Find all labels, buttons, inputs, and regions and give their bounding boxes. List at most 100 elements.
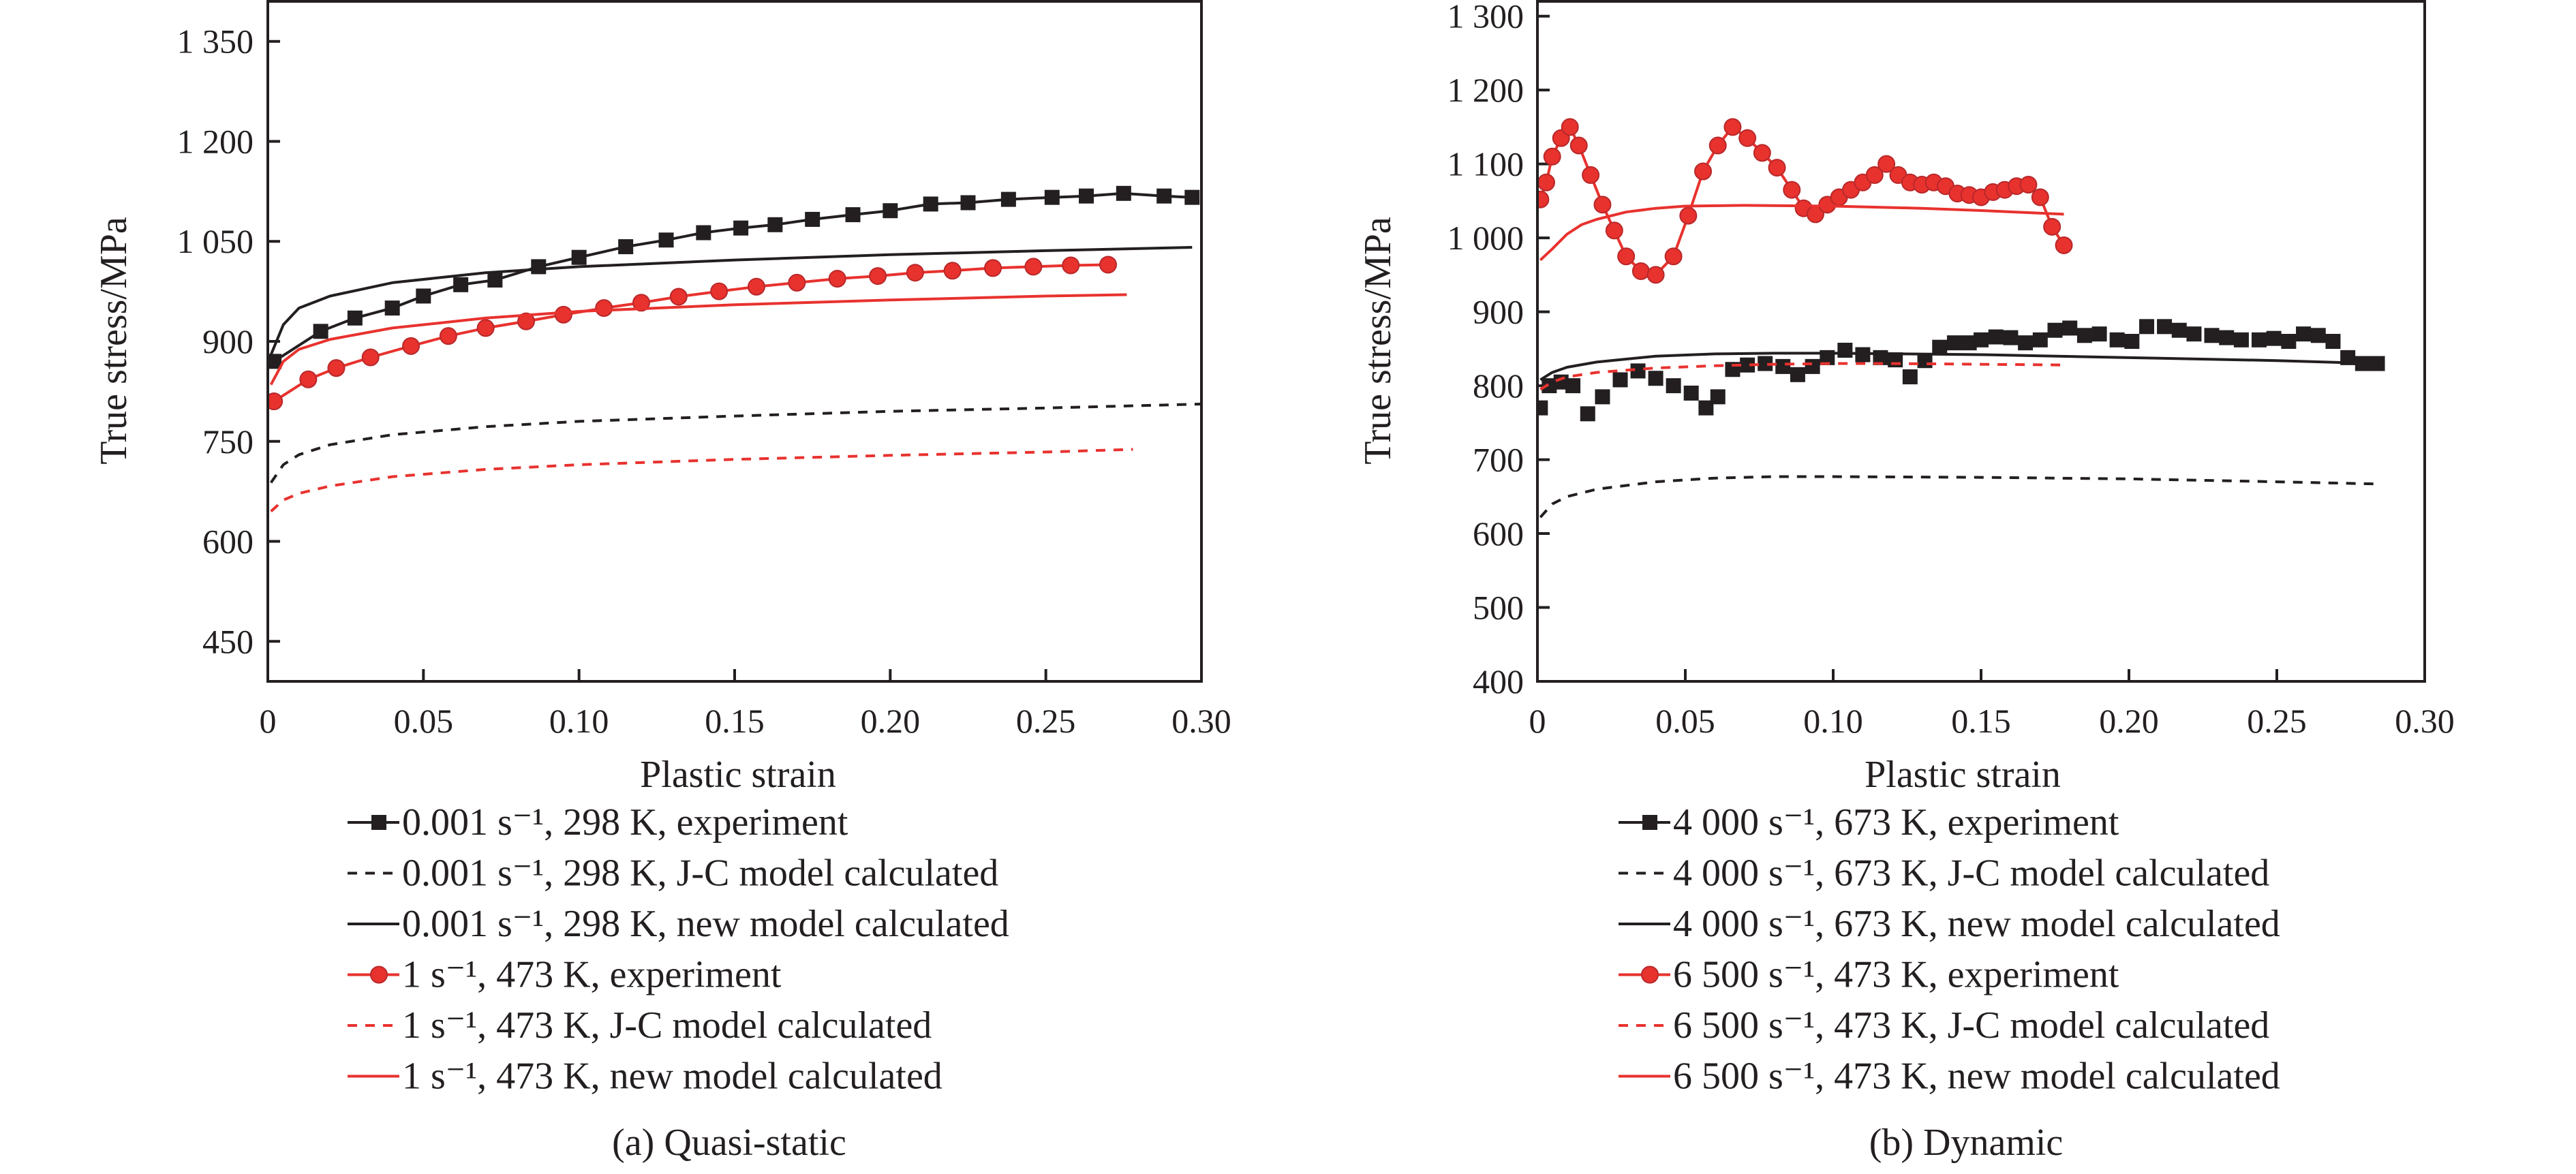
series-line xyxy=(1539,362,2064,391)
data-point xyxy=(487,272,503,288)
data-point xyxy=(1539,173,1556,191)
data-point xyxy=(2296,326,2312,342)
data-point xyxy=(1666,378,1681,394)
data-point xyxy=(828,270,846,288)
legend-label: 4 000 s⁻¹, 673 K, new model calculated xyxy=(1673,903,2280,945)
data-point xyxy=(1184,189,1200,205)
data-point xyxy=(767,217,783,232)
legend-label: 6 500 s⁻¹, 473 K, experiment xyxy=(1673,954,2119,996)
x-tick-label: 0.30 xyxy=(1171,702,1231,740)
data-point xyxy=(788,273,806,292)
series-line xyxy=(269,403,1202,484)
data-point xyxy=(1595,389,1610,405)
data-point xyxy=(1543,147,1561,166)
legend-item: 1 s⁻¹, 473 K, J-C model calculated xyxy=(348,1004,932,1047)
data-point xyxy=(805,211,821,227)
legend-label: 6 500 s⁻¹, 473 K, new model calculated xyxy=(1673,1055,2280,1098)
legend-label: 4 000 s⁻¹, 673 K, experiment xyxy=(1673,801,2119,844)
legend-label: 0.001 s⁻¹, 298 K, experiment xyxy=(402,801,848,844)
legend-item: 4 000 s⁻¹, 673 K, new model calculated xyxy=(1619,903,2280,945)
x-tick-label: 0.15 xyxy=(705,702,765,740)
data-point xyxy=(943,262,962,280)
data-point xyxy=(906,264,924,282)
data-point xyxy=(1679,206,1698,225)
data-point xyxy=(747,277,765,296)
y-tick-label: 600 xyxy=(202,523,254,561)
series-3 xyxy=(1539,352,2375,382)
data-point xyxy=(2310,328,2326,343)
x-tick-label: 0.05 xyxy=(394,702,454,740)
series-4 xyxy=(269,256,1117,411)
legend-swatch-marker xyxy=(371,815,386,830)
x-tick-label: 0.20 xyxy=(2099,702,2159,740)
data-point xyxy=(453,277,469,292)
legend-item: 4 000 s⁻¹, 673 K, J-C model calculated xyxy=(1619,852,2269,895)
y-tick-label: 900 xyxy=(202,322,254,360)
data-point xyxy=(299,370,318,388)
data-point xyxy=(2157,319,2173,335)
data-point xyxy=(1631,262,1650,280)
y-tick-label: 500 xyxy=(1473,589,1524,627)
series-line xyxy=(269,293,1127,386)
data-point xyxy=(2055,236,2073,254)
x-tick-label: 0.30 xyxy=(2395,702,2455,740)
data-point xyxy=(2003,330,2019,345)
series-3 xyxy=(269,246,1193,356)
legend-item: 0.001 s⁻¹, 298 K, new model calculated xyxy=(348,903,1009,945)
y-tick-label: 1 100 xyxy=(1447,145,1524,183)
data-point xyxy=(1708,136,1727,155)
data-point xyxy=(1723,118,1742,136)
y-tick-label: 700 xyxy=(1473,441,1524,479)
data-point xyxy=(2019,176,2038,194)
x-tick-label: 0.05 xyxy=(1655,702,1715,740)
series-4 xyxy=(1539,118,2073,284)
data-point xyxy=(1565,378,1581,394)
data-point xyxy=(1561,118,1579,136)
data-point xyxy=(1710,389,1726,405)
data-point xyxy=(2281,334,2297,349)
data-point xyxy=(1758,356,1773,371)
data-point xyxy=(439,327,457,345)
plot-area-b xyxy=(1539,118,2385,519)
data-point xyxy=(554,305,572,324)
data-point xyxy=(618,239,634,255)
data-point xyxy=(1740,357,1755,373)
legend-label: 1 s⁻¹, 473 K, new model calculated xyxy=(402,1055,942,1098)
y-axis-title-b: True stress/MPa xyxy=(1357,217,1399,465)
data-point xyxy=(923,196,938,212)
caption-b: (b) Dynamic xyxy=(1869,1122,2064,1164)
data-point xyxy=(2219,330,2235,345)
data-point xyxy=(1974,332,1989,347)
data-point xyxy=(361,348,380,367)
series-1 xyxy=(1539,319,2385,422)
data-point xyxy=(1044,189,1060,205)
data-point xyxy=(595,299,613,318)
data-point xyxy=(1961,335,1977,351)
data-point xyxy=(531,259,547,275)
data-point xyxy=(1116,185,1131,201)
data-point xyxy=(2031,188,2049,206)
series-line xyxy=(273,263,1109,403)
data-point xyxy=(1582,166,1600,184)
x-tick-label: 0.25 xyxy=(2247,702,2307,740)
data-point xyxy=(696,225,711,241)
y-tick-label: 800 xyxy=(1473,367,1524,405)
panel-dynamic: 400 500 600 700 800 900 1 000 1 100 1 200 1 300 0… xyxy=(1357,0,2455,1164)
data-point xyxy=(1024,258,1043,276)
y-tick-label: 750 xyxy=(202,422,254,461)
data-point xyxy=(1580,406,1595,422)
y-tick-label: 1 350 xyxy=(177,22,254,61)
legend-item: 0.001 s⁻¹, 298 K, J-C model calculated xyxy=(348,852,998,895)
data-point xyxy=(2076,328,2092,343)
y-tick-label: 1 300 xyxy=(1447,0,1524,35)
data-point xyxy=(1753,144,1771,162)
data-point xyxy=(402,337,420,355)
data-point xyxy=(1630,363,1646,379)
data-point xyxy=(2043,217,2061,236)
legend-item: 6 500 s⁻¹, 473 K, new model calculated xyxy=(1619,1055,2280,1098)
data-point xyxy=(2370,356,2385,371)
data-point xyxy=(517,312,536,330)
legend-item: 1 s⁻¹, 473 K, new model calculated xyxy=(348,1055,942,1098)
data-point xyxy=(1617,247,1636,266)
